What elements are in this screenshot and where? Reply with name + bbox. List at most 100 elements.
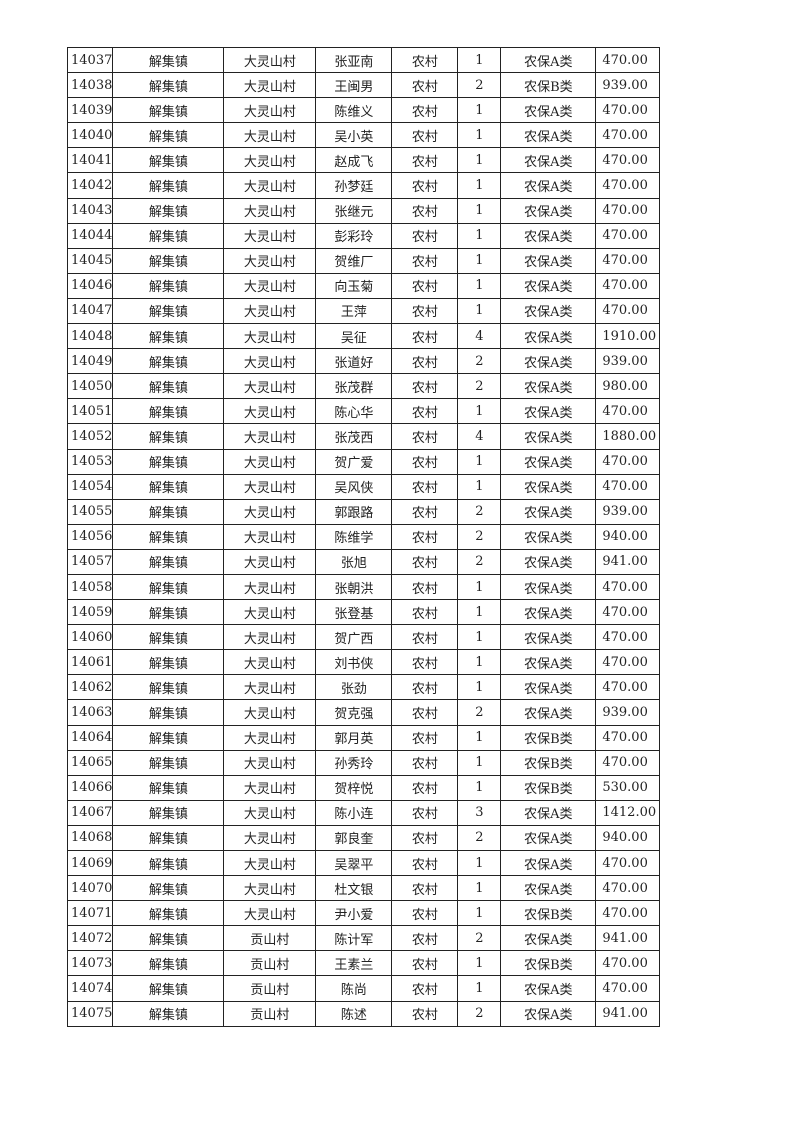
table-row: 14054 解集镇 大灵山村 吴风侠 农村 1 农保A类 470.00 <box>66 473 661 500</box>
cell-town: 解集镇 <box>112 674 225 701</box>
cell-household-type: 农村 <box>391 799 459 826</box>
cell-insurance-category: 农保A类 <box>500 398 597 425</box>
cell-amount: 470.00 <box>595 724 661 751</box>
cell-insurance-category: 农保A类 <box>500 824 597 852</box>
table-row: 14062 解集镇 大灵山村 张劲 农村 1 农保A类 470.00 <box>66 674 661 701</box>
cell-household-type: 农村 <box>391 950 459 977</box>
table-row: 14075 解集镇 贡山村 陈述 农村 2 农保A类 941.00 <box>66 1000 661 1027</box>
table-row: 14048 解集镇 大灵山村 吴征 农村 4 农保A类 1910.00 <box>66 323 661 350</box>
cell-record-id: 14058 <box>66 573 114 601</box>
cell-village: 大灵山村 <box>223 97 317 124</box>
table-row: 14068 解集镇 大灵山村 郭良奎 农村 2 农保A类 940.00 <box>66 824 661 852</box>
cell-village: 贡山村 <box>223 1000 317 1027</box>
cell-name: 张继元 <box>315 197 393 224</box>
cell-name: 赵成飞 <box>315 147 393 174</box>
cell-person-count: 1 <box>457 222 502 249</box>
cell-town: 解集镇 <box>112 749 225 776</box>
cell-record-id: 14068 <box>66 824 114 852</box>
cell-village: 大灵山村 <box>223 222 317 249</box>
cell-town: 解集镇 <box>112 523 225 550</box>
cell-household-type: 农村 <box>391 925 459 952</box>
cell-insurance-category: 农保B类 <box>500 749 597 776</box>
cell-town: 解集镇 <box>112 699 225 726</box>
cell-town: 解集镇 <box>112 849 225 877</box>
cell-name: 孙秀玲 <box>315 749 393 776</box>
cell-insurance-category: 农保A类 <box>500 348 597 375</box>
cell-village: 大灵山村 <box>223 423 317 450</box>
cell-village: 大灵山村 <box>223 473 317 500</box>
cell-village: 大灵山村 <box>223 297 317 325</box>
cell-person-count: 2 <box>457 925 502 952</box>
cell-person-count: 1 <box>457 473 502 500</box>
cell-town: 解集镇 <box>112 197 225 224</box>
cell-insurance-category: 农保A类 <box>500 172 597 199</box>
cell-village: 大灵山村 <box>223 599 317 626</box>
cell-amount: 470.00 <box>595 649 661 676</box>
cell-insurance-category: 农保A类 <box>500 247 597 274</box>
cell-name: 张朝洪 <box>315 573 393 601</box>
cell-amount: 941.00 <box>595 548 661 575</box>
cell-amount: 470.00 <box>595 172 661 199</box>
cell-village: 大灵山村 <box>223 875 317 902</box>
cell-town: 解集镇 <box>112 950 225 977</box>
table-row: 14040 解集镇 大灵山村 吴小英 农村 1 农保A类 470.00 <box>66 122 661 149</box>
cell-insurance-category: 农保B类 <box>500 724 597 751</box>
cell-insurance-category: 农保A类 <box>500 573 597 601</box>
cell-insurance-category: 农保A类 <box>500 423 597 450</box>
cell-insurance-category: 农保A类 <box>500 272 597 299</box>
table-row: 14071 解集镇 大灵山村 尹小爱 农村 1 农保B类 470.00 <box>66 900 661 927</box>
cell-amount: 470.00 <box>595 448 661 475</box>
cell-household-type: 农村 <box>391 599 459 626</box>
cell-person-count: 1 <box>457 749 502 776</box>
table-row: 14045 解集镇 大灵山村 贺维厂 农村 1 农保A类 470.00 <box>66 247 661 274</box>
cell-village: 大灵山村 <box>223 247 317 274</box>
table-row: 14058 解集镇 大灵山村 张朝洪 农村 1 农保A类 470.00 <box>66 573 661 601</box>
cell-town: 解集镇 <box>112 323 225 350</box>
cell-household-type: 农村 <box>391 172 459 199</box>
cell-insurance-category: 农保A类 <box>500 699 597 726</box>
cell-person-count: 1 <box>457 599 502 626</box>
cell-village: 大灵山村 <box>223 624 317 651</box>
cell-town: 解集镇 <box>112 724 225 751</box>
cell-village: 大灵山村 <box>223 699 317 726</box>
cell-name: 彭彩玲 <box>315 222 393 249</box>
cell-name: 郭良奎 <box>315 824 393 852</box>
cell-village: 大灵山村 <box>223 824 317 852</box>
cell-town: 解集镇 <box>112 799 225 826</box>
cell-amount: 470.00 <box>595 247 661 274</box>
cell-amount: 940.00 <box>595 824 661 852</box>
cell-household-type: 农村 <box>391 724 459 751</box>
cell-person-count: 1 <box>457 97 502 124</box>
cell-insurance-category: 农保A类 <box>500 473 597 500</box>
cell-record-id: 14049 <box>66 348 114 375</box>
table-row: 14063 解集镇 大灵山村 贺克强 农村 2 农保A类 939.00 <box>66 699 661 726</box>
cell-name: 陈心华 <box>315 398 393 425</box>
table-row: 14066 解集镇 大灵山村 贺梓悦 农村 1 农保B类 530.00 <box>66 774 661 801</box>
cell-name: 杜文银 <box>315 875 393 902</box>
cell-amount: 1910.00 <box>595 323 661 350</box>
cell-household-type: 农村 <box>391 197 459 224</box>
cell-record-id: 14066 <box>66 774 114 801</box>
cell-name: 尹小爱 <box>315 900 393 927</box>
cell-insurance-category: 农保B类 <box>500 72 597 99</box>
cell-household-type: 农村 <box>391 423 459 450</box>
cell-insurance-category: 农保A类 <box>500 799 597 826</box>
cell-household-type: 农村 <box>391 473 459 500</box>
table-row: 14059 解集镇 大灵山村 张登基 农村 1 农保A类 470.00 <box>66 599 661 626</box>
table-row: 14047 解集镇 大灵山村 王萍 农村 1 农保A类 470.00 <box>66 297 661 325</box>
cell-village: 大灵山村 <box>223 448 317 475</box>
cell-amount: 470.00 <box>595 624 661 651</box>
cell-household-type: 农村 <box>391 900 459 927</box>
cell-person-count: 1 <box>457 247 502 274</box>
cell-name: 王萍 <box>315 297 393 325</box>
cell-name: 贺广西 <box>315 624 393 651</box>
cell-name: 向玉菊 <box>315 272 393 299</box>
cell-household-type: 农村 <box>391 373 459 400</box>
cell-name: 郭跟路 <box>315 498 393 525</box>
cell-amount: 941.00 <box>595 925 661 952</box>
cell-record-id: 14055 <box>66 498 114 525</box>
cell-person-count: 1 <box>457 197 502 224</box>
table-row: 14052 解集镇 大灵山村 张茂西 农村 4 农保A类 1880.00 <box>66 423 661 450</box>
cell-amount: 939.00 <box>595 498 661 525</box>
cell-town: 解集镇 <box>112 122 225 149</box>
